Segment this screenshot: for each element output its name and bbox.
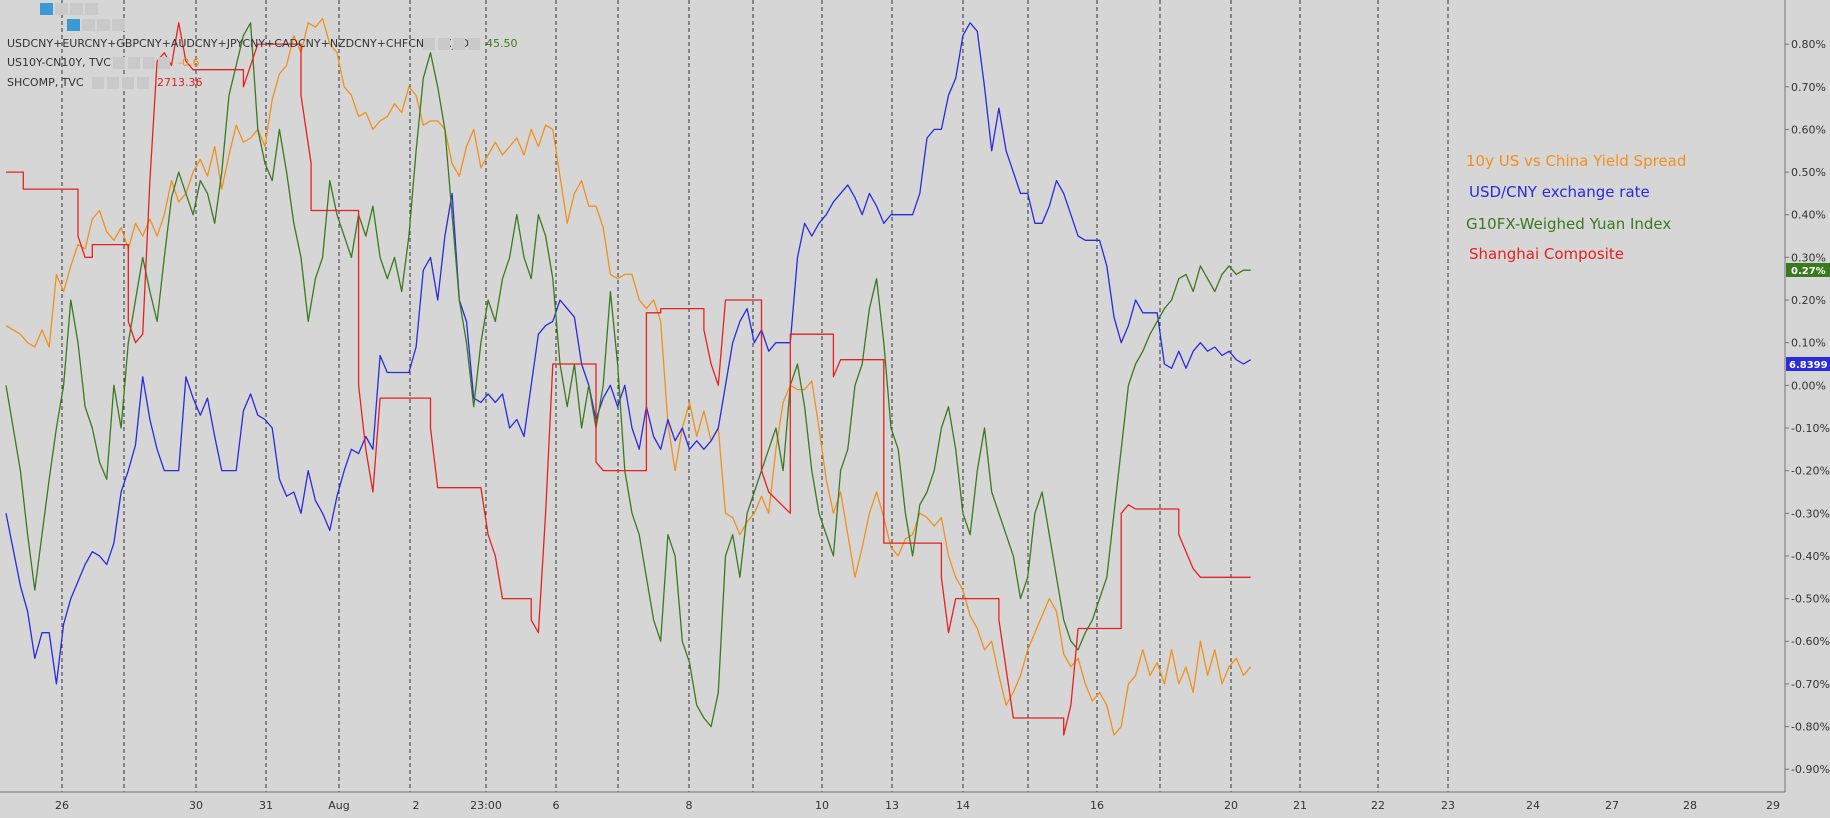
legend-right-shanghai: Shanghai Composite — [1469, 245, 1624, 263]
eye-icon[interactable] — [423, 38, 435, 50]
price-axis[interactable]: 0.80% 0.70% 0.60% 0.50% 0.40% 0.30% 0.20% 0.10%… — [1785, 38, 1830, 776]
plus-icon[interactable] — [143, 57, 155, 69]
settings-icon[interactable] — [55, 3, 68, 15]
x-tick-label: 31 — [259, 799, 273, 812]
yuan-index-price-badge: 0.27% — [1786, 263, 1830, 277]
legend-toolbar-second[interactable] — [67, 19, 125, 31]
y-tick-label: -0.40% — [1791, 550, 1830, 563]
legend-yuan-index-label: USDCNY+EURCNY+GBPCNY+AUDCNY+JPYCNY+CADCN… — [7, 37, 477, 50]
legend-shcomp-label: SHCOMP, TVC — [7, 76, 84, 89]
x-tick-label: 2 — [413, 799, 420, 812]
usdcny-badge-text: 6.8399 — [1789, 360, 1828, 371]
close-icon[interactable] — [158, 57, 170, 69]
legend-right: 10y US vs China Yield Spread USD/CNY exc… — [1466, 152, 1686, 263]
series-line-2[interactable] — [5, 22, 1251, 728]
x-tick-label: 13 — [885, 799, 899, 812]
x-tick-label: 14 — [956, 799, 970, 812]
time-axis[interactable]: 26 30 31 Aug 2 23:00 6 8 10 13 14 16 20 21 22 23 24 27 28 2… — [55, 799, 1780, 812]
eye-icon[interactable] — [67, 19, 80, 31]
legend-yuan-index-value: 45.50 — [486, 37, 518, 50]
usdcny-badge-bg — [1786, 357, 1830, 371]
plus-icon[interactable] — [122, 77, 134, 89]
close-icon[interactable] — [137, 77, 149, 89]
x-tick-label: 28 — [1683, 799, 1697, 812]
y-tick-label: 0.70% — [1791, 81, 1826, 94]
y-tick-label: -0.60% — [1791, 635, 1830, 648]
plus-icon[interactable] — [97, 19, 110, 31]
x-tick-label: Aug — [328, 799, 349, 812]
legend-row-icons[interactable] — [92, 77, 149, 89]
y-tick-label: 0.00% — [1791, 379, 1826, 392]
x-tick-label: 16 — [1090, 799, 1104, 812]
x-tick-label: 6 — [553, 799, 560, 812]
x-tick-label: 26 — [55, 799, 69, 812]
x-tick-label: 23 — [1441, 799, 1455, 812]
y-tick-label: -0.90% — [1791, 763, 1830, 776]
legend-yield-spread-value: -0.6 — [178, 56, 199, 69]
legend-right-yield-spread: 10y US vs China Yield Spread — [1466, 152, 1686, 170]
y-tick-label: 0.60% — [1791, 123, 1826, 136]
legend-yield-spread-label: US10Y-CN10Y, TVC — [7, 56, 111, 69]
plus-icon[interactable] — [70, 3, 83, 15]
x-tick-label: 10 — [815, 799, 829, 812]
y-tick-label: 0.40% — [1791, 209, 1826, 222]
yuan-index-badge-bg — [1786, 263, 1830, 277]
series-line-3[interactable] — [6, 22, 1251, 736]
x-tick-label: 22 — [1371, 799, 1385, 812]
y-tick-label: 0.50% — [1791, 166, 1826, 179]
y-tick-label: 0.30% — [1791, 251, 1826, 264]
settings-icon[interactable] — [107, 77, 119, 89]
series-line-0[interactable] — [5, 17, 1252, 736]
series-line-1[interactable] — [5, 22, 1252, 685]
x-tick-label: 24 — [1526, 799, 1540, 812]
eye-icon[interactable] — [92, 77, 104, 89]
legend-toolbar-top[interactable] — [40, 3, 98, 15]
y-tick-label: -0.30% — [1791, 507, 1830, 520]
x-tick-label: 23:00 — [470, 799, 502, 812]
legend-top: USDCNY+EURCNY+GBPCNY+AUDCNY+JPYCNY+CADCN… — [7, 3, 518, 89]
settings-icon[interactable] — [438, 38, 450, 50]
close-icon[interactable] — [468, 38, 480, 50]
y-tick-label: -0.70% — [1791, 678, 1830, 691]
y-tick-label: 0.10% — [1791, 337, 1826, 350]
x-tick-label: 20 — [1224, 799, 1238, 812]
x-tick-label: 8 — [686, 799, 693, 812]
legend-row-icons[interactable] — [423, 38, 480, 50]
series-layer — [5, 17, 1252, 736]
y-tick-label: 0.20% — [1791, 294, 1826, 307]
y-tick-label: -0.80% — [1791, 721, 1830, 734]
x-tick-label: 21 — [1293, 799, 1307, 812]
close-icon[interactable] — [85, 3, 98, 15]
plus-icon[interactable] — [453, 38, 465, 50]
settings-icon[interactable] — [82, 19, 95, 31]
x-tick-label: 27 — [1605, 799, 1619, 812]
y-tick-label: 0.80% — [1791, 38, 1826, 51]
close-icon[interactable] — [112, 19, 125, 31]
vertical-grid — [61, 0, 1449, 792]
y-tick-label: -0.10% — [1791, 422, 1830, 435]
eye-icon[interactable] — [40, 3, 53, 15]
eye-icon[interactable] — [113, 57, 125, 69]
legend-right-usdcny: USD/CNY exchange rate — [1469, 183, 1650, 201]
y-tick-label: -0.20% — [1791, 465, 1830, 478]
settings-icon[interactable] — [128, 57, 140, 69]
usdcny-price-badge: 6.8399 — [1786, 357, 1830, 371]
legend-shcomp-value: 2713.36 — [157, 76, 203, 89]
x-tick-label: 29 — [1766, 799, 1780, 812]
yuan-index-badge-text: 0.27% — [1791, 266, 1826, 277]
x-tick-label: 30 — [189, 799, 203, 812]
legend-right-yuan-index: G10FX-Weighed Yuan Index — [1466, 215, 1671, 233]
legend-row-icons[interactable] — [113, 57, 170, 69]
y-tick-label: -0.50% — [1791, 593, 1830, 606]
